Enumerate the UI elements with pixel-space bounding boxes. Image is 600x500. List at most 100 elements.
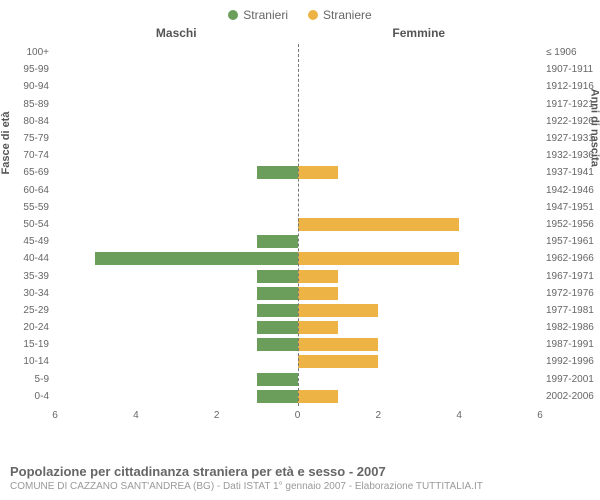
bar-female [298,321,338,334]
header-male: Maschi [55,26,298,44]
bar-container-female [298,355,541,368]
bar-male [95,252,297,265]
x-axis-right: 2 4 6 [298,406,541,426]
bar-container-female [298,321,541,334]
x-tick: 2 [376,410,382,421]
age-label: 25-29 [23,305,55,316]
bar-container-female [298,304,541,317]
bar-female [298,270,338,283]
header-female: Femmine [298,26,541,44]
bar-container-male [55,98,298,111]
legend-item-male: Stranieri [228,8,288,22]
age-label: 60-64 [23,185,55,196]
birth-label: 1957-1961 [540,236,594,247]
birth-label: 1962-1966 [540,253,594,264]
legend-swatch-male [228,10,238,20]
bar-container-male [55,184,298,197]
birth-label: 1952-1956 [540,219,594,230]
bar-container-female [298,184,541,197]
bar-container-male [55,304,298,317]
age-label: 5-9 [35,374,55,385]
birth-label: 1937-1941 [540,167,594,178]
bar-female [298,287,338,300]
birth-label: 1982-1986 [540,322,594,333]
bar-female [298,218,460,231]
legend-label-female: Straniere [323,8,372,22]
footer: Popolazione per cittadinanza straniera p… [10,464,483,492]
bar-female [298,390,338,403]
bar-container-female [298,218,541,231]
bar-container-male [55,287,298,300]
birth-label: 1997-2001 [540,374,594,385]
age-label: 45-49 [23,236,55,247]
bar-container-male [55,201,298,214]
chart-headers: Maschi Femmine [55,26,540,44]
bar-container-female [298,46,541,59]
bar-container-female [298,166,541,179]
center-line [298,44,299,406]
bar-container-female [298,373,541,386]
bar-container-male [55,321,298,334]
age-label: 90-94 [23,81,55,92]
footer-subtitle: COMUNE DI CAZZANO SANT'ANDREA (BG) - Dat… [10,481,483,492]
bar-male [257,304,297,317]
bar-male [257,270,297,283]
birth-label: 1942-1946 [540,185,594,196]
age-label: 95-99 [23,64,55,75]
bar-female [298,355,379,368]
bar-female [298,304,379,317]
bar-container-male [55,338,298,351]
birth-label: 1967-1971 [540,271,594,282]
age-label: 35-39 [23,271,55,282]
birth-label: 1917-1921 [540,99,594,110]
legend-label-male: Stranieri [243,8,288,22]
bar-container-male [55,355,298,368]
bar-container-female [298,115,541,128]
age-label: 70-74 [23,150,55,161]
age-label: 20-24 [23,322,55,333]
birth-label: 1972-1976 [540,288,594,299]
age-label: 0-4 [35,391,55,402]
x-axis-left: 0246 [55,406,298,426]
bar-container-male [55,132,298,145]
bar-female [298,252,460,265]
bar-container-male [55,63,298,76]
bar-female [298,338,379,351]
birth-label: 1912-1916 [540,81,594,92]
bar-container-female [298,252,541,265]
age-label: 85-89 [23,99,55,110]
bar-container-female [298,270,541,283]
bar-male [257,166,297,179]
x-tick: 4 [456,410,462,421]
legend-swatch-female [308,10,318,20]
chart-area: Maschi Femmine 100+≤ 190695-991907-19119… [55,26,540,426]
age-label: 10-14 [23,356,55,367]
bar-container-male [55,46,298,59]
x-axis: 0246 246 [55,406,540,426]
birth-label: 1922-1926 [540,116,594,127]
x-tick: 6 [537,410,543,421]
bar-container-male [55,115,298,128]
bar-female [298,166,338,179]
bar-male [257,390,297,403]
x-tick: 4 [133,410,139,421]
bar-male [257,373,297,386]
birth-label: 1927-1931 [540,133,594,144]
bar-container-female [298,390,541,403]
y-axis-left-title: Fasce di età [0,112,12,175]
age-label: 80-84 [23,116,55,127]
bar-container-female [298,132,541,145]
bar-container-female [298,201,541,214]
x-tick: 2 [214,410,220,421]
bar-container-male [55,80,298,93]
bar-container-male [55,235,298,248]
bar-container-male [55,252,298,265]
birth-label: 2002-2006 [540,391,594,402]
bar-container-male [55,218,298,231]
bar-container-female [298,63,541,76]
bar-container-male [55,373,298,386]
birth-label: 1947-1951 [540,202,594,213]
bar-container-male [55,166,298,179]
age-label: 75-79 [23,133,55,144]
bar-container-female [298,287,541,300]
